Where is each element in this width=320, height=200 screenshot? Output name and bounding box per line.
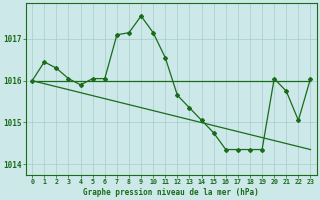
- X-axis label: Graphe pression niveau de la mer (hPa): Graphe pression niveau de la mer (hPa): [84, 188, 259, 197]
